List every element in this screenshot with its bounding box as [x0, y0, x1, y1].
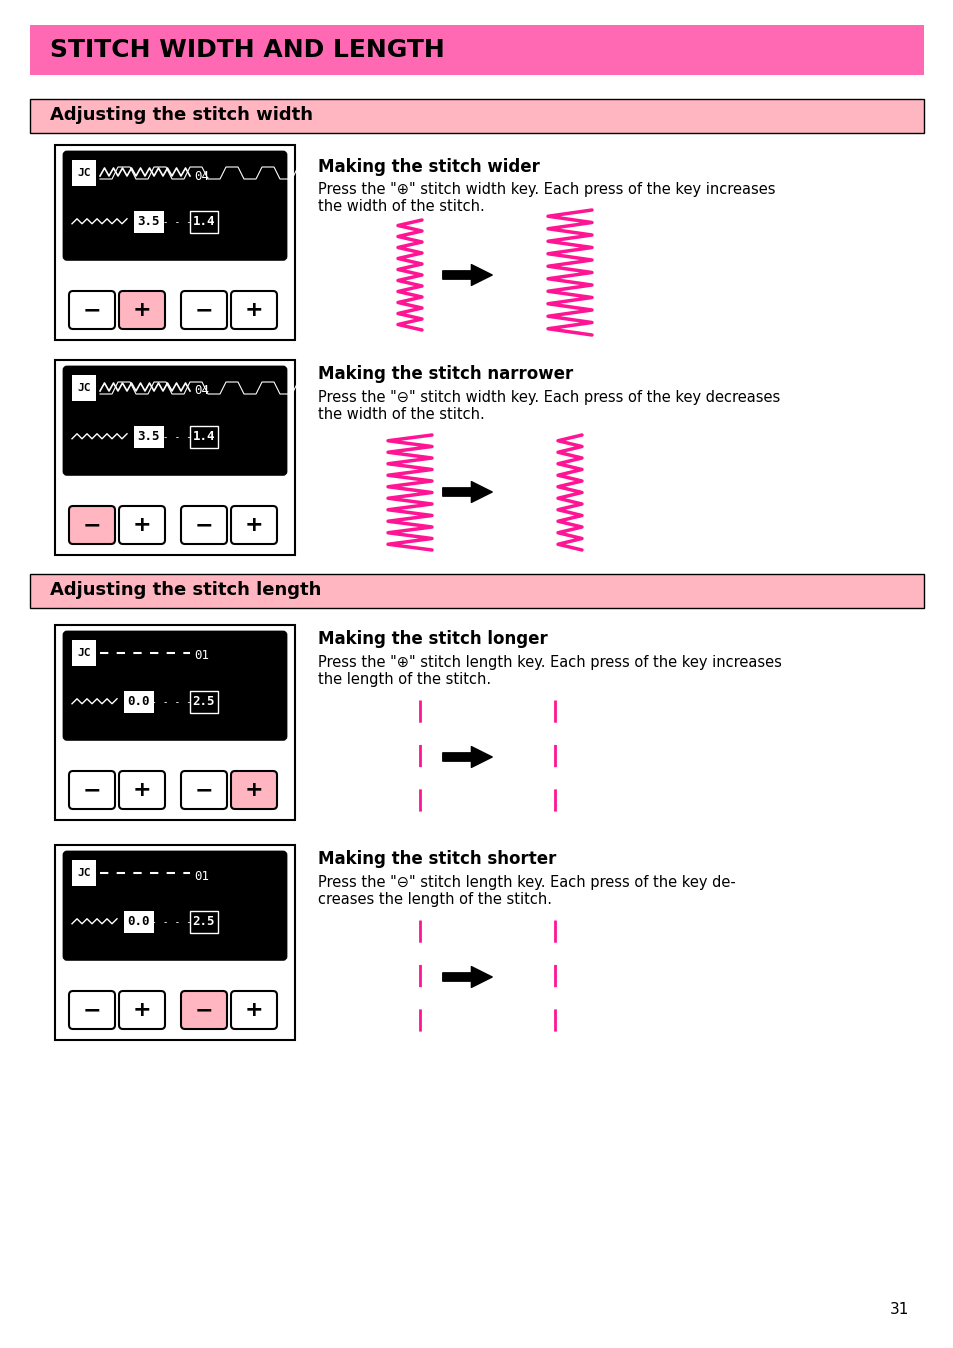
FancyBboxPatch shape: [30, 26, 923, 75]
Text: JC: JC: [77, 648, 91, 658]
Text: Adjusting the stitch length: Adjusting the stitch length: [50, 581, 321, 599]
FancyBboxPatch shape: [190, 426, 218, 448]
FancyBboxPatch shape: [181, 991, 227, 1029]
Text: 04: 04: [194, 170, 210, 182]
Text: 3.5: 3.5: [137, 216, 160, 228]
Text: −: −: [83, 1000, 101, 1020]
FancyBboxPatch shape: [124, 911, 153, 933]
Text: STITCH WIDTH AND LENGTH: STITCH WIDTH AND LENGTH: [50, 38, 444, 62]
FancyBboxPatch shape: [190, 911, 218, 933]
FancyBboxPatch shape: [231, 991, 276, 1029]
Text: 2.5: 2.5: [193, 696, 215, 708]
Text: Making the stitch narrower: Making the stitch narrower: [317, 365, 573, 383]
Text: - - - -: - - - -: [152, 697, 193, 706]
Text: 04: 04: [194, 384, 210, 398]
FancyBboxPatch shape: [55, 845, 294, 1041]
FancyBboxPatch shape: [181, 506, 227, 545]
FancyBboxPatch shape: [71, 860, 96, 886]
Text: 1.4: 1.4: [193, 216, 215, 228]
Text: Press the "⊕" stitch width key. Each press of the key increases
the width of the: Press the "⊕" stitch width key. Each pre…: [317, 182, 775, 214]
FancyBboxPatch shape: [231, 291, 276, 329]
FancyBboxPatch shape: [64, 852, 286, 960]
FancyBboxPatch shape: [71, 160, 96, 186]
FancyBboxPatch shape: [55, 625, 294, 820]
Text: - - - -: - - - -: [152, 431, 193, 442]
Text: 0.0: 0.0: [128, 915, 150, 929]
Text: −: −: [194, 780, 213, 799]
Text: −: −: [194, 515, 213, 535]
FancyBboxPatch shape: [124, 690, 153, 713]
FancyBboxPatch shape: [55, 360, 294, 555]
FancyBboxPatch shape: [119, 771, 165, 809]
Text: −: −: [194, 301, 213, 319]
Text: JC: JC: [77, 168, 91, 178]
Text: −: −: [83, 301, 101, 319]
FancyBboxPatch shape: [231, 771, 276, 809]
Text: −: −: [83, 515, 101, 535]
Text: +: +: [244, 515, 263, 535]
FancyBboxPatch shape: [69, 991, 115, 1029]
Text: Making the stitch shorter: Making the stitch shorter: [317, 851, 556, 868]
FancyBboxPatch shape: [190, 210, 218, 233]
FancyBboxPatch shape: [69, 291, 115, 329]
Text: 1.4: 1.4: [193, 430, 215, 443]
Text: 3.5: 3.5: [137, 430, 160, 443]
Text: +: +: [132, 780, 152, 799]
Text: Press the "⊖" stitch width key. Each press of the key decreases
the width of the: Press the "⊖" stitch width key. Each pre…: [317, 390, 780, 422]
FancyBboxPatch shape: [71, 640, 96, 666]
Text: −: −: [83, 780, 101, 799]
Text: −: −: [194, 1000, 213, 1020]
FancyBboxPatch shape: [231, 506, 276, 545]
Text: - - - -: - - - -: [152, 217, 193, 226]
FancyBboxPatch shape: [64, 152, 286, 259]
Text: Making the stitch wider: Making the stitch wider: [317, 158, 539, 177]
FancyBboxPatch shape: [55, 146, 294, 340]
FancyBboxPatch shape: [181, 291, 227, 329]
FancyBboxPatch shape: [181, 771, 227, 809]
Text: +: +: [244, 301, 263, 319]
FancyBboxPatch shape: [64, 632, 286, 740]
Text: +: +: [132, 515, 152, 535]
Text: JC: JC: [77, 868, 91, 878]
FancyBboxPatch shape: [64, 367, 286, 474]
FancyBboxPatch shape: [190, 690, 218, 713]
Text: 01: 01: [194, 650, 210, 662]
FancyBboxPatch shape: [69, 506, 115, 545]
FancyBboxPatch shape: [71, 375, 96, 400]
Text: Press the "⊕" stitch length key. Each press of the key increases
the length of t: Press the "⊕" stitch length key. Each pr…: [317, 655, 781, 687]
Text: +: +: [244, 780, 263, 799]
Text: JC: JC: [77, 383, 91, 394]
Text: +: +: [244, 1000, 263, 1020]
Text: Adjusting the stitch width: Adjusting the stitch width: [50, 106, 313, 124]
Text: - - - -: - - - -: [152, 917, 193, 927]
Text: +: +: [132, 301, 152, 319]
FancyBboxPatch shape: [119, 506, 165, 545]
FancyBboxPatch shape: [119, 991, 165, 1029]
Text: Making the stitch longer: Making the stitch longer: [317, 630, 547, 648]
Text: 0.0: 0.0: [128, 696, 150, 708]
FancyBboxPatch shape: [133, 210, 164, 233]
FancyBboxPatch shape: [69, 771, 115, 809]
Text: +: +: [132, 1000, 152, 1020]
FancyBboxPatch shape: [30, 574, 923, 608]
FancyBboxPatch shape: [133, 426, 164, 448]
Text: Press the "⊖" stitch length key. Each press of the key de-
creases the length of: Press the "⊖" stitch length key. Each pr…: [317, 875, 735, 907]
Text: 01: 01: [194, 869, 210, 883]
FancyBboxPatch shape: [30, 98, 923, 133]
Text: 2.5: 2.5: [193, 915, 215, 929]
FancyBboxPatch shape: [119, 291, 165, 329]
Text: 31: 31: [889, 1302, 909, 1317]
